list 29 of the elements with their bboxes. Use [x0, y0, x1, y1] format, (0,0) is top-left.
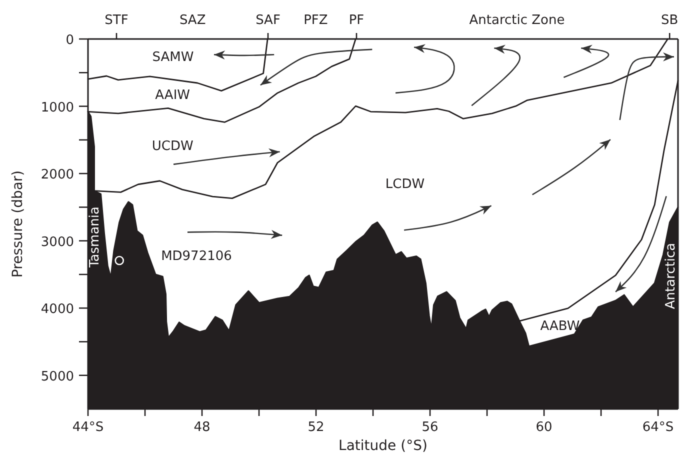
text: SB — [661, 13, 678, 28]
annotation: LCDW — [385, 177, 425, 192]
annotation: SAMW — [152, 50, 194, 65]
annotation: AABW — [540, 319, 580, 334]
annotation: Tasmania — [88, 206, 102, 268]
y-tick-label: 5000 — [40, 369, 74, 384]
y-tick-label: 2000 — [40, 168, 74, 183]
x-tick-label: 44°S — [72, 420, 104, 435]
y-tick-label: 3000 — [40, 234, 74, 250]
y-tick-label: 4000 — [40, 302, 74, 318]
y-tick-label: 0 — [66, 33, 74, 48]
y-tick-label: 1000 — [40, 100, 74, 116]
text: PF — [348, 13, 364, 28]
text: SAF — [256, 13, 280, 28]
annotation: Antarctica — [664, 242, 679, 310]
annotation: AAIW — [155, 88, 190, 103]
annotation: MD972106 — [161, 249, 232, 264]
x-tick-label: 56 — [422, 420, 438, 435]
y-axis-title: Pressure (dbar) — [10, 170, 26, 278]
x-tick-label: 60 — [536, 420, 552, 435]
annotation: UCDW — [152, 139, 194, 154]
text: STF — [104, 13, 128, 28]
text: SAZ — [179, 13, 206, 28]
x-tick-label: 64°S — [642, 420, 674, 435]
x-tick-label: 48 — [194, 420, 210, 435]
x-axis-title: Latitude (°S) — [338, 438, 428, 454]
x-tick-label: 52 — [308, 420, 324, 435]
text: Antarctic Zone — [469, 13, 565, 28]
text: PFZ — [304, 13, 328, 28]
